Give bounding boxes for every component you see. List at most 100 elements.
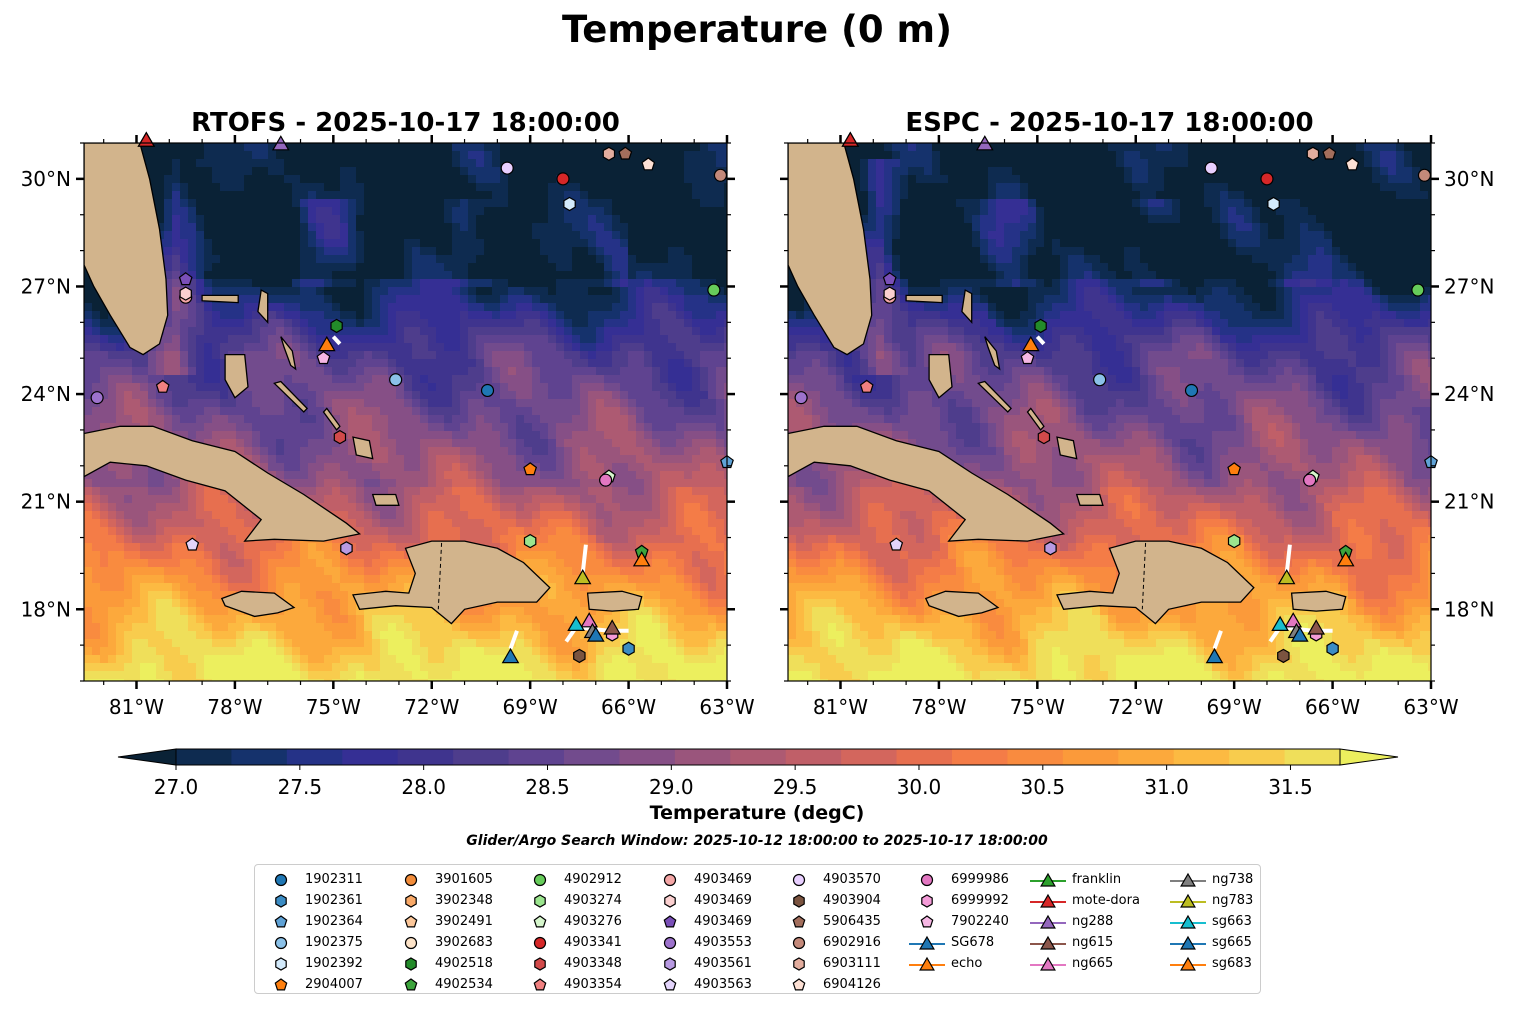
colorbar-label: Temperature (degC) — [649, 802, 865, 824]
legend-label: 4903904 — [823, 893, 881, 908]
land-andros — [928, 353, 953, 399]
legend-marker — [274, 936, 288, 950]
legend-marker-shape — [793, 894, 805, 908]
temperature-field — [788, 143, 1431, 681]
colorbar-bin — [397, 749, 454, 765]
legend-label: 6902916 — [823, 935, 881, 950]
markers — [794, 131, 1438, 664]
legend-marker-shape — [533, 936, 547, 950]
land-acklins — [1056, 436, 1078, 460]
colorbar-tick-label: 31.0 — [1144, 775, 1189, 799]
land-puerto-rico — [586, 590, 643, 612]
legend-label: 4902534 — [435, 977, 493, 992]
lat-tick-label: 27°N — [1444, 274, 1494, 298]
land-masses — [788, 143, 1347, 625]
argo-float-1902375 — [389, 373, 403, 387]
legend-marker — [533, 873, 547, 887]
argo-float-6999986 — [599, 473, 613, 487]
legend-marker — [663, 978, 677, 991]
lon-tick-label: 81°W — [813, 695, 868, 719]
legend-label: 4903561 — [694, 956, 752, 971]
argo-float-6902916 — [713, 168, 728, 182]
legend-marker-shape — [275, 894, 287, 908]
colorbar-bin — [176, 749, 233, 765]
legend-marker — [274, 978, 288, 991]
legend-marker-shape — [920, 915, 934, 928]
legend-marker — [533, 936, 547, 950]
legend-marker-shape — [1180, 914, 1196, 929]
colorbar-extend-high — [1339, 748, 1399, 766]
map-frame — [787, 142, 1432, 682]
land-puerto-rico — [1290, 590, 1347, 612]
colorbar-tick-label: 30.0 — [897, 775, 942, 799]
search-window-note: Glider/Argo Search Window: 2025-10-12 18… — [466, 833, 1048, 849]
legend-marker — [921, 894, 933, 908]
rtofs-panel-title: RTOFS - 2025-10-17 18:00:00 — [191, 108, 620, 138]
colorbar-bin — [1284, 749, 1341, 765]
colorbar-tick-label: 29.5 — [773, 775, 818, 799]
argo-float-1902392 — [563, 196, 576, 212]
argo-float-6999986 — [1303, 473, 1317, 487]
legend-label: 3902348 — [435, 893, 493, 908]
legend-marker — [909, 935, 945, 950]
glider-mote-dora — [137, 131, 156, 147]
argo-float-4903904 — [573, 648, 586, 664]
land-abaco — [257, 289, 269, 324]
markers — [90, 131, 734, 664]
axes: 81°W 78°W 75°W 72°W 69°W 66°W 63°W 18°N 21°N 24°N… — [780, 135, 1494, 719]
legend-marker — [1030, 914, 1066, 929]
legend-marker — [274, 873, 288, 887]
colorbar-bin — [952, 749, 1009, 765]
legend-marker-shape — [274, 936, 288, 950]
land-cuba — [788, 425, 1066, 542]
land-florida — [84, 143, 169, 356]
land-jamaica — [220, 590, 296, 618]
glider-ng665 — [580, 612, 599, 628]
legend-label: 1902311 — [305, 872, 363, 887]
lon-tick-label: 63°W — [699, 695, 754, 719]
glider-ng665 — [1284, 612, 1303, 628]
lat-tick-label: 30°N — [1444, 167, 1494, 191]
legend-marker-shape — [404, 978, 418, 991]
glider-sg665 — [1290, 626, 1309, 642]
argo-float-4903348 — [1037, 429, 1051, 445]
argo-float-4903904 — [1277, 648, 1290, 664]
legend-marker-shape — [1040, 914, 1056, 929]
lon-tick-label: 66°W — [1305, 695, 1360, 719]
legend-marker — [920, 873, 934, 887]
legend-label: 4903570 — [823, 872, 881, 887]
colorbar-bin — [730, 749, 787, 765]
glider-track — [580, 544, 588, 574]
colorbar-bin — [785, 749, 842, 765]
land-exuma — [273, 380, 308, 413]
lat-tick-label: 18°N — [21, 597, 71, 621]
colorbar: 27.0 27.5 28.0 28.5 29.0 29.5 30.0 30.5 31.0 31.5 — [117, 748, 1399, 799]
argo-float-4903561 — [1044, 541, 1057, 556]
legend-marker — [663, 936, 677, 950]
legend-marker-shape — [919, 935, 935, 950]
argo-float-1902392 — [1267, 196, 1280, 212]
legend-marker-shape — [792, 873, 806, 887]
lon-tick-label: 78°W — [207, 695, 262, 719]
legend-marker-shape — [792, 915, 806, 928]
legend-marker-shape — [919, 956, 935, 971]
legend-marker — [405, 894, 417, 908]
legend-label: 6999992 — [951, 893, 1009, 908]
legend-marker-shape — [792, 936, 806, 950]
legend-label: sg663 — [1212, 914, 1252, 929]
glider-SG678 — [1205, 647, 1224, 664]
legend-label: 1902364 — [305, 914, 363, 929]
glider-sg665 — [586, 626, 605, 642]
legend-label: franklin — [1072, 872, 1122, 887]
argo-float-2904007 — [523, 462, 538, 476]
argo-float-5906435 — [618, 146, 633, 160]
legend-marker — [1030, 956, 1066, 971]
glider-track — [508, 630, 519, 650]
land-jamaica — [924, 590, 1000, 618]
legend-marker-shape — [405, 957, 417, 971]
legend-marker — [663, 873, 677, 887]
lat-tick-label: 21°N — [21, 490, 71, 514]
argo-float-4903341 — [556, 172, 570, 186]
legend-marker-shape — [663, 978, 677, 991]
legend-marker — [534, 957, 546, 971]
